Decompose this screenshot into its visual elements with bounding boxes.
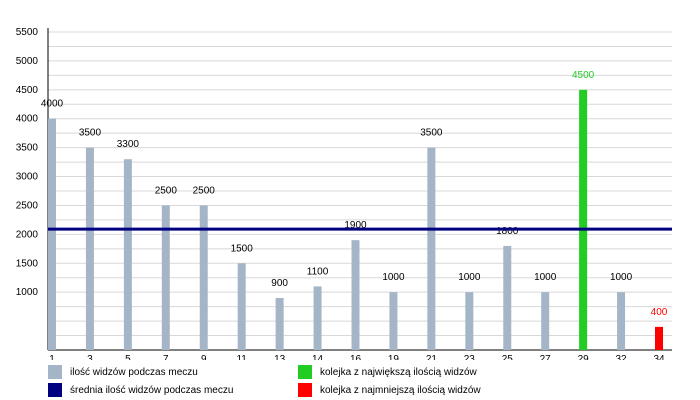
bar: [389, 292, 398, 350]
x-tick-label: 14: [312, 354, 324, 360]
bar: [313, 286, 322, 350]
bar: [275, 297, 284, 350]
legend-swatch-min: [298, 383, 312, 397]
legend-item-max: kolejka z największą ilością widzów: [298, 364, 477, 380]
bar: [541, 292, 550, 350]
x-tick-label: 16: [350, 354, 362, 360]
bar: [351, 240, 360, 350]
x-tick-label: 7: [163, 354, 169, 360]
y-tick-label: 4500: [16, 85, 39, 96]
bar: [161, 205, 170, 350]
data-label: 4000: [41, 99, 64, 110]
legend-label-bars: ilość widzów podczas meczu: [70, 366, 198, 378]
y-tick-label: 1000: [16, 287, 39, 298]
bar: [579, 89, 588, 351]
y-tick-label: 1500: [16, 258, 39, 269]
bar-chart-plot: 1000150020002500300035004000450050005500…: [16, 27, 672, 360]
x-tick-label: 23: [464, 354, 476, 360]
x-tick-label: 3: [87, 354, 93, 360]
legend-swatch-max: [298, 365, 312, 379]
data-label: 2500: [155, 185, 178, 196]
bar: [465, 292, 474, 350]
legend-label-average: średnia ilość widzów podczas meczu: [70, 384, 234, 396]
x-tick-label: 34: [653, 354, 665, 360]
bar: [85, 147, 94, 350]
legend-item-min: kolejka z najmniejszą ilością widzów: [298, 382, 481, 398]
bar: [48, 118, 56, 351]
y-tick-label: 2000: [16, 229, 39, 240]
x-tick-label: 27: [540, 354, 552, 360]
bar: [199, 205, 208, 350]
y-tick-label: 5000: [16, 56, 39, 67]
data-label: 1000: [610, 272, 633, 283]
x-tick-label: 5: [125, 354, 131, 360]
legend-label-max: kolejka z największą ilością widzów: [320, 366, 477, 378]
x-tick-label: 1: [49, 354, 55, 360]
bar: [503, 245, 512, 350]
legend-item-bars: ilość widzów podczas meczu: [48, 364, 198, 380]
x-tick-label: 13: [274, 354, 286, 360]
x-tick-label: 25: [502, 354, 514, 360]
chart-legend: ilość widzów podczas meczu średnia ilość…: [48, 364, 688, 398]
x-tick-label: 9: [201, 354, 207, 360]
data-label: 400: [651, 307, 668, 318]
y-tick-label: 3500: [16, 143, 39, 154]
bar: [237, 263, 246, 350]
data-label: 3300: [117, 139, 140, 150]
data-label: 1000: [534, 272, 557, 283]
legend-label-min: kolejka z najmniejszą ilością widzów: [320, 384, 481, 396]
data-label: 900: [271, 278, 288, 289]
data-label: 1900: [344, 220, 367, 231]
y-tick-label: 5500: [16, 27, 39, 38]
bar: [123, 159, 132, 350]
data-label: 1800: [496, 226, 519, 237]
x-tick-label: 21: [426, 354, 438, 360]
legend-swatch-bars: [48, 365, 62, 379]
bar: [427, 147, 436, 350]
data-label: 1000: [458, 272, 481, 283]
data-label: 1100: [307, 266, 329, 277]
bar: [617, 292, 626, 350]
data-label: 3500: [420, 128, 443, 139]
x-tick-label: 11: [236, 354, 247, 360]
y-tick-label: 3000: [16, 172, 39, 183]
y-tick-label: 4000: [16, 114, 39, 125]
data-label: 3500: [79, 128, 102, 139]
data-label: 1000: [382, 272, 405, 283]
x-tick-label: 29: [578, 354, 590, 360]
legend-swatch-average: [48, 383, 62, 397]
data-label: 2500: [193, 185, 216, 196]
bar: [655, 326, 663, 350]
data-label: 4500: [572, 70, 595, 81]
x-tick-label: 32: [616, 354, 628, 360]
legend-item-average: średnia ilość widzów podczas meczu: [48, 382, 233, 398]
x-tick-label: 19: [388, 354, 400, 360]
data-label: 1500: [231, 243, 254, 254]
y-tick-label: 2500: [16, 200, 39, 211]
